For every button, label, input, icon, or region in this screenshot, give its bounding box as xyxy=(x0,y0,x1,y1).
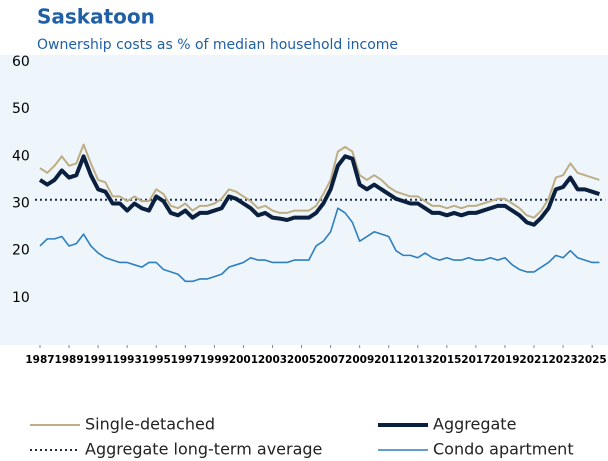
legend-label: Single-detached xyxy=(85,415,215,434)
x-tick-label: 2005 xyxy=(287,354,316,366)
y-tick-label: 60 xyxy=(12,54,30,70)
legend-label: Aggregate long-term average xyxy=(85,440,322,459)
x-tick-label: 2009 xyxy=(345,354,374,366)
x-tick-label: 2019 xyxy=(490,354,519,366)
x-tick-label: 1991 xyxy=(84,354,113,366)
legend-label: Condo apartment xyxy=(433,440,574,459)
chart-subtitle: Ownership costs as % of median household… xyxy=(37,37,398,53)
series-line xyxy=(38,154,601,227)
y-tick-label: 50 xyxy=(12,101,30,117)
x-tick-label: 1993 xyxy=(113,354,142,366)
x-tick-label: 2023 xyxy=(548,354,577,366)
series-line xyxy=(39,207,600,283)
y-tick-label: 30 xyxy=(12,196,30,212)
x-tick-label: 2013 xyxy=(403,354,432,366)
x-tick-label: 2003 xyxy=(258,354,287,366)
x-tick-label: 2001 xyxy=(229,354,258,366)
x-tick-label: 2015 xyxy=(432,354,461,366)
chart-title: Saskatoon xyxy=(37,5,155,29)
x-tick-label: 2021 xyxy=(519,354,548,366)
x-tick-label: 1987 xyxy=(25,354,54,366)
x-tick-label: 1989 xyxy=(54,354,83,366)
y-tick-label: 10 xyxy=(12,290,30,306)
x-tick-label: 1999 xyxy=(200,354,229,366)
x-tick-label: 1997 xyxy=(171,354,200,366)
x-tick-label: 1995 xyxy=(142,354,171,366)
legend-label: Aggregate xyxy=(433,415,516,434)
x-tick-label: 2025 xyxy=(578,354,607,366)
x-tick-label: 2007 xyxy=(316,354,345,366)
y-tick-label: 20 xyxy=(12,243,30,259)
y-tick-label: 40 xyxy=(12,148,30,164)
x-tick-label: 2011 xyxy=(374,354,403,366)
x-tick-label: 2017 xyxy=(461,354,490,366)
series-line xyxy=(39,143,600,219)
